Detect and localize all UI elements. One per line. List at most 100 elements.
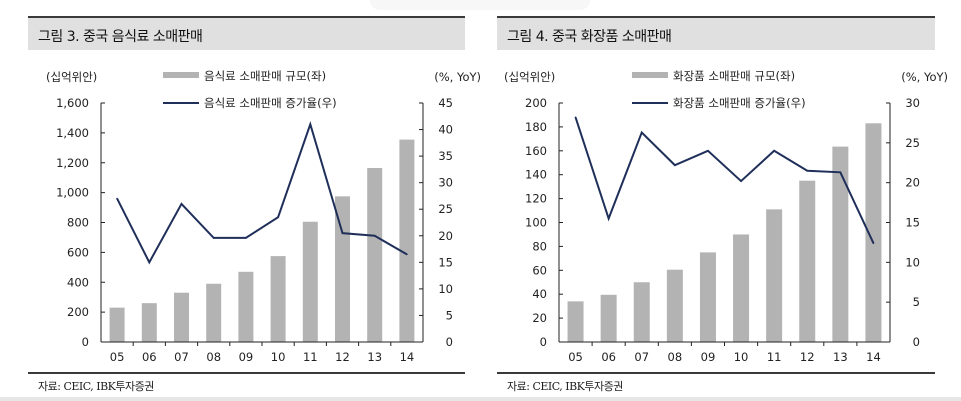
- growth-rate-line: [574, 117, 875, 244]
- right-tick-label: 5: [446, 308, 453, 322]
- bar-10: [733, 234, 750, 342]
- left-tick-label: 1,200: [56, 156, 89, 170]
- bar-13: [832, 146, 849, 342]
- right-tick-label: 35: [438, 149, 453, 163]
- right-tick-label: 20: [438, 229, 453, 243]
- left-tick-label: 20: [532, 311, 547, 325]
- source-note: 자료: CEIC, IBK투자증권: [507, 380, 623, 393]
- x-tick-label: 08: [668, 350, 683, 364]
- x-tick-label: 06: [601, 350, 616, 364]
- right-tick-label: 0: [446, 335, 453, 349]
- top-decoration: [370, 0, 590, 10]
- line-point-05: [574, 116, 577, 119]
- right-tick-label: 30: [905, 96, 920, 110]
- legend-bar-label: 화장품 소매판매 규모(좌): [673, 69, 795, 83]
- right-tick-label: 0: [913, 335, 920, 349]
- legend-bar-swatch: [632, 72, 668, 78]
- right-tick-label: 20: [905, 176, 920, 190]
- line-point-13: [839, 171, 842, 174]
- x-tick-label: 05: [568, 350, 583, 364]
- left-tick-label: 600: [67, 245, 89, 259]
- bar-05: [567, 301, 584, 342]
- line-point-11: [773, 150, 775, 152]
- legend-bar-swatch: [163, 72, 199, 78]
- right-axis-unit: (%, YoY): [901, 70, 948, 84]
- line-point-08: [674, 164, 676, 166]
- left-tick-label: 1,400: [56, 126, 89, 140]
- left-tick-label: 120: [525, 192, 547, 206]
- x-tick-label: 09: [701, 350, 716, 364]
- figure-title-bar: 그림 4. 중국 화장품 소매판매: [497, 16, 935, 50]
- left-tick-label: 1,600: [56, 96, 89, 110]
- bar-14: [399, 139, 415, 342]
- left-tick-label: 180: [525, 120, 547, 134]
- figure-title: 그림 3. 중국 음식료 소매판매: [38, 29, 203, 45]
- bar-07: [633, 282, 650, 342]
- line-point-05: [116, 197, 118, 200]
- x-tick-label: 12: [800, 350, 815, 364]
- cosmetics-retail-chart: (십억위안) (%, YoY)02040608010012014016018020…: [504, 69, 948, 364]
- legend-bar-label: 음식료 소매판매 규모(좌): [204, 69, 326, 83]
- figure-title-bar: 그림 3. 중국 음식료 소매판매: [28, 16, 465, 50]
- x-tick-label: 11: [303, 350, 318, 364]
- x-tick-label: 14: [866, 350, 881, 364]
- x-tick-label: 07: [174, 350, 189, 364]
- bar-13: [367, 167, 383, 342]
- left-tick-label: 80: [532, 239, 547, 253]
- left-axis-unit: (십억위안): [504, 70, 555, 84]
- left-tick-label: 200: [525, 96, 547, 110]
- line-point-10: [740, 180, 742, 182]
- right-tick-label: 25: [905, 136, 920, 150]
- left-tick-label: 800: [67, 216, 89, 230]
- bar-08: [666, 269, 683, 342]
- x-tick-label: 06: [142, 350, 157, 364]
- line-point-06: [148, 261, 151, 264]
- line-point-09: [245, 237, 247, 239]
- x-tick-label: 07: [634, 350, 649, 364]
- x-tick-label: 09: [239, 350, 254, 364]
- bar-05: [109, 307, 125, 342]
- right-tick-label: 15: [438, 255, 453, 269]
- x-tick-label: 08: [206, 350, 221, 364]
- line-point-06: [607, 217, 610, 220]
- left-tick-label: 1,000: [56, 186, 89, 200]
- x-tick-label: 12: [335, 350, 350, 364]
- left-tick-label: 0: [540, 335, 547, 349]
- left-tick-label: 60: [532, 263, 547, 277]
- left-tick-label: 0: [82, 335, 89, 349]
- right-tick-label: 25: [438, 202, 453, 216]
- right-tick-label: 45: [438, 96, 453, 110]
- legend-line-label: 화장품 소매판매 증가율(우): [673, 96, 806, 110]
- footer-strip: [0, 397, 961, 401]
- left-tick-label: 100: [525, 216, 547, 230]
- line-point-07: [180, 203, 183, 205]
- bar-09: [699, 252, 716, 342]
- bar-14: [865, 123, 882, 342]
- line-point-12: [341, 232, 344, 234]
- growth-rate-line: [116, 120, 408, 265]
- source-note: 자료: CEIC, IBK투자증권: [38, 380, 154, 393]
- line-point-14: [406, 253, 408, 256]
- right-tick-label: 10: [438, 282, 453, 296]
- bar-07: [174, 292, 189, 342]
- line-point-10: [277, 216, 279, 218]
- bar-06: [141, 303, 157, 342]
- right-tick-label: 10: [905, 255, 920, 269]
- right-tick-label: 15: [905, 216, 920, 230]
- figure-4-panel: 그림 4. 중국 화장품 소매판매 (십억위안) (%, YoY) 0 20 40 60 8…: [497, 16, 948, 396]
- line-point-11: [309, 123, 312, 126]
- left-tick-label: 40: [532, 287, 547, 301]
- x-tick-label: 13: [367, 350, 382, 364]
- right-tick-label: 40: [438, 123, 453, 137]
- bottom-rule: [497, 372, 935, 374]
- bar-06: [600, 294, 617, 342]
- left-tick-label: 200: [67, 305, 89, 319]
- x-tick-label: 11: [767, 350, 782, 364]
- line-point-12: [806, 169, 809, 172]
- x-tick-label: 10: [734, 350, 749, 364]
- left-tick-label: 140: [525, 168, 547, 182]
- right-tick-label: 5: [913, 295, 920, 309]
- bar-10: [270, 256, 286, 342]
- right-axis-unit: (%, YoY): [434, 70, 481, 84]
- right-tick-label: 30: [438, 176, 453, 190]
